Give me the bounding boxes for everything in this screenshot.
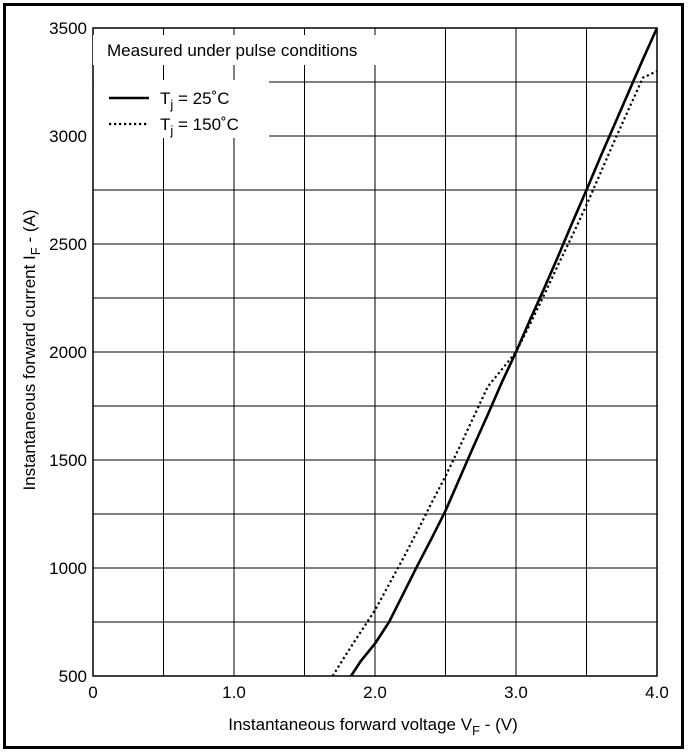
legend-label: Tj = 150˚C [160,115,239,138]
series-line-tj-25c [349,27,659,677]
curves [331,27,659,677]
annotation-box: Measured under pulse conditions [93,35,423,65]
axes: 0 1.0 2.0 3.0 4.0 500 1000 1500 2000 2500 3000 3500 [49,19,669,702]
y-tick-label: 1500 [49,451,87,470]
x-tick-label: 3.0 [504,683,528,702]
legend: Tj = 25˚C Tj = 150˚C [94,80,269,138]
y-axis-label: Instantaneous forward current IF - (A) [20,209,43,490]
y-tick-label: 3500 [49,19,87,38]
annotation-text: Measured under pulse conditions [107,41,357,60]
plot-border [92,27,658,677]
y-tick-label: 2000 [49,343,87,362]
x-tick-label: 1.0 [222,683,246,702]
x-tick-label: 0 [88,683,97,702]
y-tick-label: 1000 [49,559,87,578]
x-axis-label: Instantaneous forward voltage VF - (V) [228,715,518,738]
y-tick-label: 500 [59,667,87,686]
x-tick-label: 4.0 [645,683,669,702]
chart-frame [3,3,684,749]
series-line-tj-150c [331,70,658,677]
y-tick-label: 3000 [49,127,87,146]
y-tick-label: 2500 [49,235,87,254]
x-tick-label: 2.0 [363,683,387,702]
legend-label: Tj = 25˚C [160,89,230,112]
legend-background [94,80,269,138]
annotation-background [93,35,423,65]
